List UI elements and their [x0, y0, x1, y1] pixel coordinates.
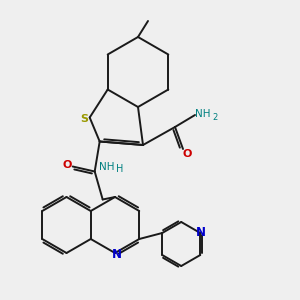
Text: NH: NH [99, 161, 114, 172]
Text: 2: 2 [212, 113, 217, 122]
Text: N: N [112, 248, 122, 262]
Text: O: O [62, 160, 71, 170]
Text: S: S [81, 113, 89, 124]
Text: NH: NH [195, 109, 211, 119]
Text: N: N [196, 226, 206, 238]
Text: O: O [182, 149, 192, 159]
Text: H: H [116, 164, 123, 175]
